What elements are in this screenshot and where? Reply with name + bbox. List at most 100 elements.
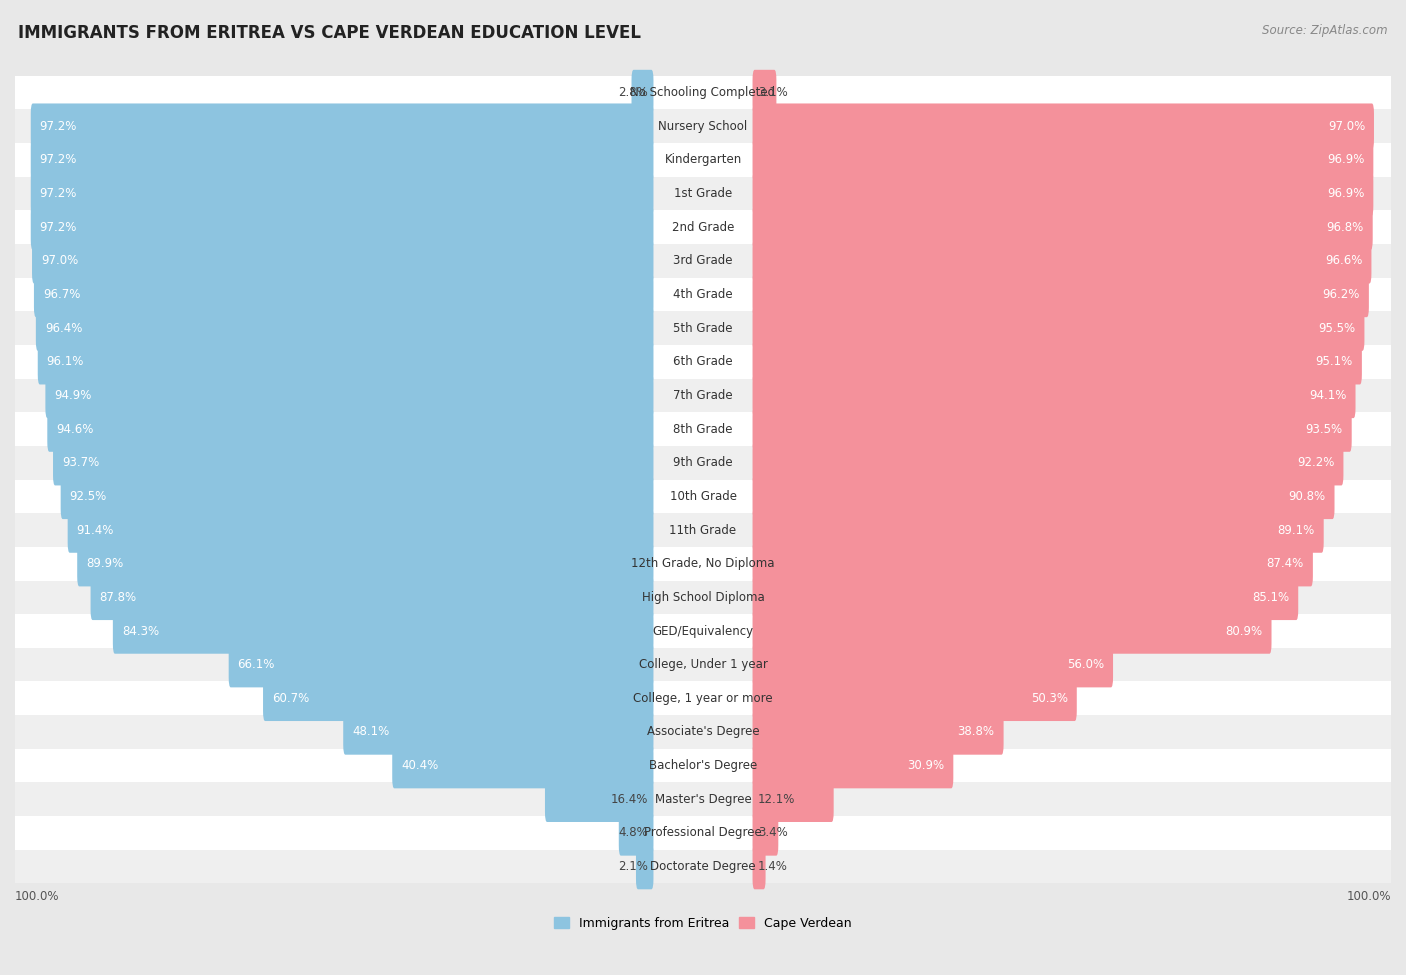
FancyBboxPatch shape [752, 372, 1355, 418]
FancyBboxPatch shape [752, 608, 1271, 653]
Bar [15, 682, 1391, 715]
Text: 1st Grade: 1st Grade [673, 187, 733, 200]
FancyBboxPatch shape [35, 305, 654, 351]
Bar [15, 176, 1391, 211]
Text: Nursery School: Nursery School [658, 120, 748, 133]
FancyBboxPatch shape [60, 474, 654, 519]
Text: 97.2%: 97.2% [39, 120, 77, 133]
Bar [15, 614, 1391, 647]
Text: 30.9%: 30.9% [907, 760, 945, 772]
FancyBboxPatch shape [752, 238, 1371, 284]
Bar [15, 513, 1391, 547]
Text: 85.1%: 85.1% [1253, 591, 1289, 604]
FancyBboxPatch shape [31, 205, 654, 250]
FancyBboxPatch shape [752, 305, 1364, 351]
FancyBboxPatch shape [752, 776, 834, 822]
Text: 94.6%: 94.6% [56, 422, 94, 436]
FancyBboxPatch shape [619, 810, 654, 856]
Text: 8th Grade: 8th Grade [673, 422, 733, 436]
FancyBboxPatch shape [263, 676, 654, 722]
Text: GED/Equivalency: GED/Equivalency [652, 625, 754, 638]
Text: Professional Degree: Professional Degree [644, 827, 762, 839]
FancyBboxPatch shape [752, 676, 1077, 722]
Text: 87.8%: 87.8% [100, 591, 136, 604]
Text: 2nd Grade: 2nd Grade [672, 220, 734, 234]
Text: 95.5%: 95.5% [1319, 322, 1355, 334]
Text: Bachelor's Degree: Bachelor's Degree [650, 760, 756, 772]
Text: 95.1%: 95.1% [1316, 355, 1353, 369]
Text: 2.1%: 2.1% [619, 860, 648, 873]
Text: College, Under 1 year: College, Under 1 year [638, 658, 768, 671]
FancyBboxPatch shape [32, 238, 654, 284]
Bar [15, 311, 1391, 345]
FancyBboxPatch shape [34, 272, 654, 317]
FancyBboxPatch shape [112, 608, 654, 653]
Text: 84.3%: 84.3% [122, 625, 159, 638]
FancyBboxPatch shape [31, 171, 654, 216]
FancyBboxPatch shape [631, 70, 654, 115]
Text: 96.7%: 96.7% [42, 288, 80, 301]
Text: College, 1 year or more: College, 1 year or more [633, 692, 773, 705]
Text: 66.1%: 66.1% [238, 658, 276, 671]
Text: 96.9%: 96.9% [1327, 187, 1364, 200]
Text: 4th Grade: 4th Grade [673, 288, 733, 301]
Bar [15, 378, 1391, 412]
FancyBboxPatch shape [77, 541, 654, 586]
Bar [15, 816, 1391, 850]
Text: 40.4%: 40.4% [401, 760, 439, 772]
Bar [15, 647, 1391, 682]
Bar [15, 580, 1391, 614]
Text: 93.5%: 93.5% [1306, 422, 1343, 436]
FancyBboxPatch shape [67, 507, 654, 553]
Text: 56.0%: 56.0% [1067, 658, 1104, 671]
FancyBboxPatch shape [48, 407, 654, 451]
Bar [15, 783, 1391, 816]
Text: 94.1%: 94.1% [1309, 389, 1347, 402]
Bar [15, 749, 1391, 783]
Bar [15, 480, 1391, 513]
Text: 4.8%: 4.8% [619, 827, 648, 839]
Text: Associate's Degree: Associate's Degree [647, 725, 759, 738]
Text: 48.1%: 48.1% [352, 725, 389, 738]
Text: 92.2%: 92.2% [1298, 456, 1334, 469]
Bar [15, 76, 1391, 109]
FancyBboxPatch shape [546, 776, 654, 822]
Text: 92.5%: 92.5% [70, 489, 107, 503]
Text: 96.6%: 96.6% [1324, 254, 1362, 267]
Text: 3.1%: 3.1% [758, 86, 787, 99]
FancyBboxPatch shape [752, 272, 1369, 317]
Bar [15, 715, 1391, 749]
Text: 89.1%: 89.1% [1278, 524, 1315, 536]
Text: 1.4%: 1.4% [758, 860, 787, 873]
Text: 96.9%: 96.9% [1327, 153, 1364, 167]
Bar [15, 244, 1391, 278]
Text: High School Diploma: High School Diploma [641, 591, 765, 604]
Bar [15, 446, 1391, 480]
FancyBboxPatch shape [752, 541, 1313, 586]
Text: 11th Grade: 11th Grade [669, 524, 737, 536]
Bar [15, 109, 1391, 143]
FancyBboxPatch shape [752, 743, 953, 789]
FancyBboxPatch shape [53, 440, 654, 486]
Text: 94.9%: 94.9% [55, 389, 91, 402]
Text: 96.4%: 96.4% [45, 322, 82, 334]
Bar [15, 345, 1391, 378]
Text: 89.9%: 89.9% [86, 557, 124, 570]
FancyBboxPatch shape [343, 709, 654, 755]
FancyBboxPatch shape [752, 709, 1004, 755]
Text: 90.8%: 90.8% [1288, 489, 1326, 503]
FancyBboxPatch shape [752, 574, 1298, 620]
FancyBboxPatch shape [229, 642, 654, 687]
FancyBboxPatch shape [752, 205, 1372, 250]
Text: 80.9%: 80.9% [1226, 625, 1263, 638]
FancyBboxPatch shape [752, 137, 1374, 182]
Text: 93.7%: 93.7% [62, 456, 100, 469]
Text: 97.0%: 97.0% [41, 254, 79, 267]
FancyBboxPatch shape [752, 507, 1323, 553]
Text: Doctorate Degree: Doctorate Degree [650, 860, 756, 873]
Text: 96.8%: 96.8% [1326, 220, 1364, 234]
FancyBboxPatch shape [31, 137, 654, 182]
Bar [15, 211, 1391, 244]
Text: 100.0%: 100.0% [1347, 890, 1391, 904]
Text: 16.4%: 16.4% [610, 793, 648, 805]
